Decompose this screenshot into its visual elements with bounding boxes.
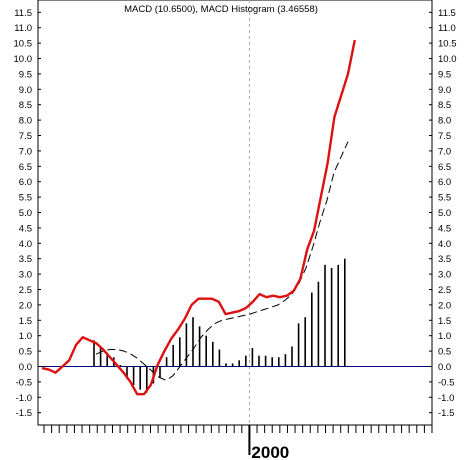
y-tick-label: 8.0 <box>438 116 451 127</box>
y-tick-label: 3.0 <box>19 270 32 281</box>
chart-title: MACD (10.6500), MACD Histogram (3.46558) <box>124 4 318 15</box>
y-tick-label: 9.5 <box>19 69 32 80</box>
y-tick-label: 2.5 <box>438 285 451 296</box>
y-tick-label: 2.5 <box>19 285 32 296</box>
y-tick-label: 9.0 <box>19 85 32 96</box>
y-tick-label: 11.0 <box>14 23 32 34</box>
y-tick-label: 8.5 <box>19 100 32 111</box>
plot-border <box>37 0 433 426</box>
y-tick-label: 7.0 <box>19 146 32 157</box>
x-axis <box>43 425 433 455</box>
y-tick-label: 10.5 <box>438 39 457 50</box>
y-tick-label: 7.5 <box>19 131 32 142</box>
y-tick-label: -1.5 <box>16 408 32 419</box>
macd-line <box>41 39 356 396</box>
y-tick-label: -0.5 <box>438 377 454 388</box>
year-label: 2000 <box>251 443 289 460</box>
y-tick-label: 4.0 <box>19 239 32 250</box>
y-tick-label: 1.5 <box>19 316 32 327</box>
y-tick-label: 8.0 <box>19 116 32 127</box>
y-tick-label: 5.5 <box>19 193 32 204</box>
y-tick-label: 0.0 <box>19 362 32 373</box>
y-tick-label: 4.5 <box>438 223 451 234</box>
y-tick-label: 3.0 <box>438 270 451 281</box>
y-tick-label: 6.5 <box>438 162 451 173</box>
y-tick-label: 1.0 <box>19 331 32 342</box>
plot-frame <box>37 0 433 426</box>
y-tick-label: -1.0 <box>438 393 454 404</box>
y-tick-label: 3.5 <box>19 254 32 265</box>
y-tick-label: 2.0 <box>19 300 32 311</box>
y-tick-label: 5.0 <box>438 208 451 219</box>
y-tick-label: 7.5 <box>438 131 451 142</box>
y-tick-label: 8.5 <box>438 100 451 111</box>
y-tick-label: -0.5 <box>16 377 32 388</box>
left-y-axis: 11.5 11.0 10.5 10.0 9.5 9.0 8.5 8.0 7.5 7.0 6.5 6.0… <box>14 8 41 419</box>
y-tick-label: 10.5 <box>14 39 33 50</box>
y-tick-label: 11.5 <box>438 8 456 19</box>
y-tick-label: -1.5 <box>438 408 454 419</box>
y-tick-label: 5.0 <box>19 208 32 219</box>
y-tick-label: -1.0 <box>16 393 32 404</box>
y-tick-label: 1.5 <box>438 316 451 327</box>
y-tick-label: 1.0 <box>438 331 451 342</box>
y-tick-label: 9.0 <box>438 85 451 96</box>
y-tick-label: 11.5 <box>14 8 32 19</box>
y-tick-label: 5.5 <box>438 193 451 204</box>
y-tick-label: 6.0 <box>438 177 451 188</box>
y-tick-label: 6.5 <box>19 162 32 173</box>
signal-line <box>95 141 349 381</box>
y-tick-label: 3.5 <box>438 254 451 265</box>
y-tick-label: 0.5 <box>438 347 451 358</box>
right-y-axis: 11.5 11.0 10.5 10.0 9.5 9.0 8.5 8.0 7.5 7.0 6.5 6.0… <box>429 8 457 419</box>
y-tick-label: 10.0 <box>14 54 33 65</box>
y-tick-label: 10.0 <box>438 54 457 65</box>
y-tick-label: 4.5 <box>19 223 32 234</box>
y-tick-label: 2.0 <box>438 300 451 311</box>
y-tick-label: 7.0 <box>438 146 451 157</box>
y-tick-label: 4.0 <box>438 239 451 250</box>
y-tick-label: 0.0 <box>438 362 451 373</box>
y-tick-label: 6.0 <box>19 177 32 188</box>
y-tick-label: 0.5 <box>19 347 32 358</box>
y-tick-label: 9.5 <box>438 69 451 80</box>
y-tick-label: 11.0 <box>438 23 456 34</box>
